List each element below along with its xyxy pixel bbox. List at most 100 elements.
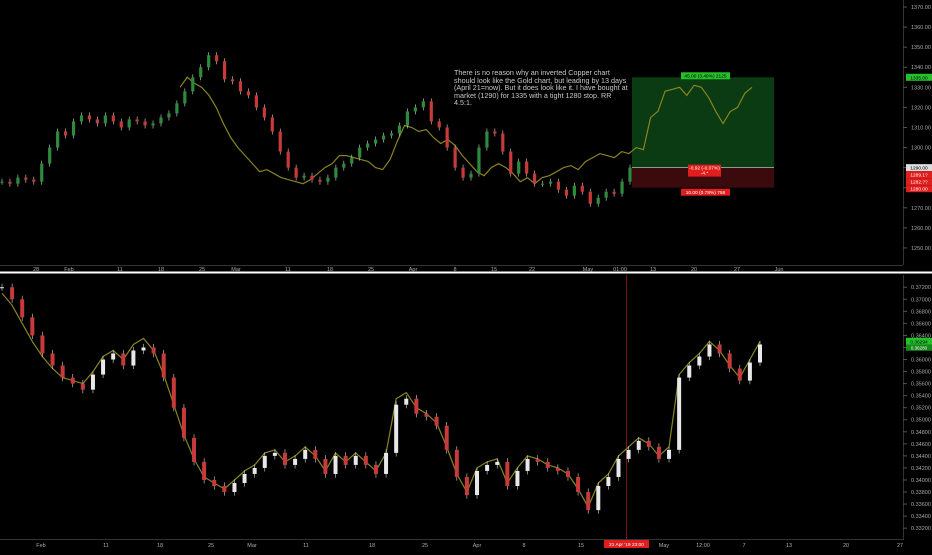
candle-body-bottom <box>10 287 15 300</box>
candle-body-bottom <box>677 377 682 450</box>
top-y-tick-label: 1260.00 <box>911 226 931 232</box>
bottom-x-tick-label: 12:00 <box>696 543 710 549</box>
top-x-tick-label: Apr <box>409 267 418 273</box>
candle-body-bottom <box>646 440 651 447</box>
candle-body <box>8 181 12 184</box>
candle-body-bottom <box>576 476 581 493</box>
price-tag-bg <box>906 164 932 172</box>
candle-body <box>127 119 131 128</box>
candle-body <box>40 163 44 182</box>
current-price-tag: 0.36294 <box>910 339 928 345</box>
candle-body-bottom <box>192 437 197 462</box>
price-tag: 1290.00 <box>910 166 928 172</box>
candle-body-bottom <box>60 365 65 378</box>
annotation-text[interactable]: There is no reason why an inverted Coppe… <box>454 68 628 108</box>
candle-body-bottom <box>485 464 490 471</box>
bottom-y-tick-label: 0.36800 <box>911 309 931 315</box>
price-tag-bg <box>906 73 932 81</box>
candle-body <box>533 173 537 184</box>
bottom-x-tick-label: 13 <box>786 543 792 549</box>
candle-body <box>63 131 68 136</box>
candle-body-bottom <box>272 452 277 456</box>
top-x-tick-label: 11 <box>285 267 291 273</box>
top-x-tick-label: 25 <box>199 267 205 273</box>
bottom-x-tick-label: 11 <box>303 543 309 549</box>
candle-body <box>540 183 545 185</box>
candle-body <box>56 131 60 148</box>
bottom-x-tick-label: Feb <box>36 543 45 549</box>
candle-body-bottom <box>363 455 368 465</box>
crosshair-label: 21 Apr '19 23:00 <box>609 542 644 548</box>
top-x-tick-label: 8 <box>453 267 456 273</box>
candle-body <box>103 115 107 124</box>
candle-body-bottom <box>394 404 399 453</box>
candle-body-bottom <box>252 467 257 474</box>
bottom-x-tick-label: 27 <box>897 543 903 549</box>
bottom-x-tick-label: 25 <box>208 543 214 549</box>
candle-body <box>199 67 203 78</box>
candle-body <box>48 147 52 164</box>
candle-body <box>151 123 155 126</box>
candle-body-bottom <box>90 374 95 390</box>
candle-body <box>461 167 465 178</box>
price-tag-bg <box>906 171 932 179</box>
candle-body-bottom <box>262 455 267 468</box>
stop-label: 10.00 (0.78%) 758 <box>686 190 726 196</box>
candle-body <box>16 177 20 184</box>
top-price-panel[interactable]: 1250.00 1260.00 1270.00 1280.00 1290.00 1300.… <box>0 0 932 273</box>
candle-body <box>493 131 497 134</box>
bottom-y-tick-label: 0.34800 <box>911 430 931 436</box>
bottom-y-tick-label: 0.35600 <box>911 382 931 388</box>
candle-body <box>596 197 600 204</box>
candle-body-bottom <box>505 461 510 487</box>
top-x-tick-label: Jun <box>775 267 784 273</box>
top-y-tick-label: 1310.00 <box>911 125 931 131</box>
bottom-price-panel[interactable]: 0.33200 0.33400 0.33600 0.33800 0.34000 0.342… <box>0 275 932 549</box>
price-tag: 1282.?? <box>910 180 928 186</box>
top-x-tick-label: 01:00 <box>613 267 627 273</box>
candle-body-bottom <box>758 344 762 363</box>
candle-body-bottom <box>80 383 85 390</box>
current-price-tag-bg <box>906 337 932 345</box>
bottom-y-tick-label: 0.33400 <box>911 514 931 520</box>
candle-body <box>183 91 187 104</box>
candle-body <box>135 119 139 122</box>
top-y-tick-label: 1250.00 <box>911 246 931 252</box>
profit-zone <box>632 77 774 168</box>
bottom-y-tick-label: 0.37200 <box>911 285 931 291</box>
candle-body-bottom <box>747 362 752 381</box>
candle-body-bottom <box>586 492 591 511</box>
top-x-tick-label: Mar <box>231 267 241 273</box>
candle-body <box>620 181 624 194</box>
candle-body <box>405 111 410 126</box>
bottom-y-tick-label: 0.33800 <box>911 490 931 496</box>
candle-body-bottom <box>161 353 166 378</box>
bottom-y-tick-label: 0.34400 <box>911 454 931 460</box>
candle-body-bottom <box>535 458 540 462</box>
candle-body <box>326 177 330 182</box>
top-y-tick-label: 1340.00 <box>911 65 931 71</box>
candle-body-bottom <box>565 470 570 477</box>
bottom-x-tick-label: 20 <box>843 543 849 549</box>
bottom-x-tick-label: 11 <box>103 543 109 549</box>
top-x-tick-label: 15 <box>491 267 497 273</box>
top-y-tick-label: 1360.00 <box>911 25 931 31</box>
candle-body <box>318 179 322 182</box>
candle-body <box>294 167 298 178</box>
candle-body-bottom <box>151 347 156 354</box>
top-x-tick-label: 13 <box>650 267 656 273</box>
candle-body <box>397 125 402 134</box>
candle-body-bottom <box>343 455 348 465</box>
candle-body <box>95 119 99 124</box>
candle-body-bottom <box>50 353 55 366</box>
bottom-x-tick-label: 15 <box>578 543 584 549</box>
candle-body-bottom <box>555 467 560 471</box>
candle-body-bottom <box>414 398 419 414</box>
bottom-y-tick-label: 0.33600 <box>911 502 931 508</box>
candle-body <box>453 147 457 168</box>
candle-body <box>477 147 481 174</box>
bottom-x-tick-label: 7 <box>742 543 745 549</box>
